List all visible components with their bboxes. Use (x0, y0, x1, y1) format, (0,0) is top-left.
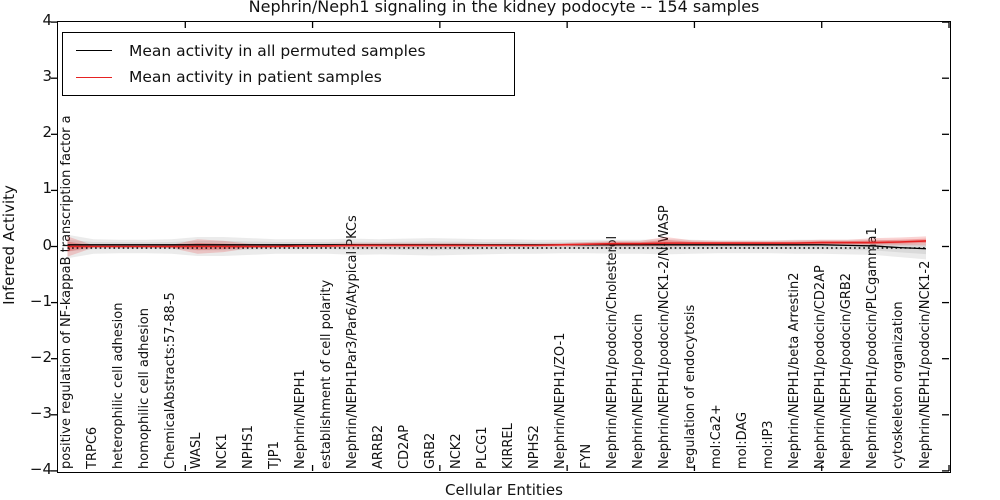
permuted-samples-range-outer (67, 234, 926, 260)
legend-label-permuted: Mean activity in all permuted samples (129, 41, 426, 60)
y-tick-label: 4 (42, 11, 52, 30)
patient-samples-range-outer (67, 236, 926, 257)
legend-entry-patient: Mean activity in patient samples (63, 68, 514, 86)
y-axis-label: Inferred Activity (0, 185, 18, 305)
y-tick-label: −3 (29, 403, 52, 422)
y-tick-label: −1 (29, 291, 52, 310)
legend-entry-permuted: Mean activity in all permuted samples (63, 42, 514, 60)
legend: Mean activity in all permuted samples Me… (62, 32, 515, 96)
y-tick-label: 3 (42, 67, 52, 86)
y-tick-label: −4 (29, 459, 52, 478)
series-line-1 (67, 240, 927, 248)
y-tick-label: 1 (42, 179, 52, 198)
plot-area: positive regulation of NF-kappaB transcr… (51, 21, 951, 473)
y-tick-label: −2 (29, 347, 52, 366)
red-line-sample-icon (76, 76, 112, 78)
y-tick-label: 0 (42, 235, 52, 254)
chart-title: Nephrin/Neph1 signaling in the kidney po… (248, 0, 760, 16)
y-tick-label: 2 (42, 123, 52, 142)
x-axis-label: Cellular Entities (445, 481, 563, 499)
plot-canvas (51, 21, 950, 472)
legend-label-patient: Mean activity in patient samples (129, 68, 382, 87)
black-line-sample-icon (76, 50, 112, 52)
